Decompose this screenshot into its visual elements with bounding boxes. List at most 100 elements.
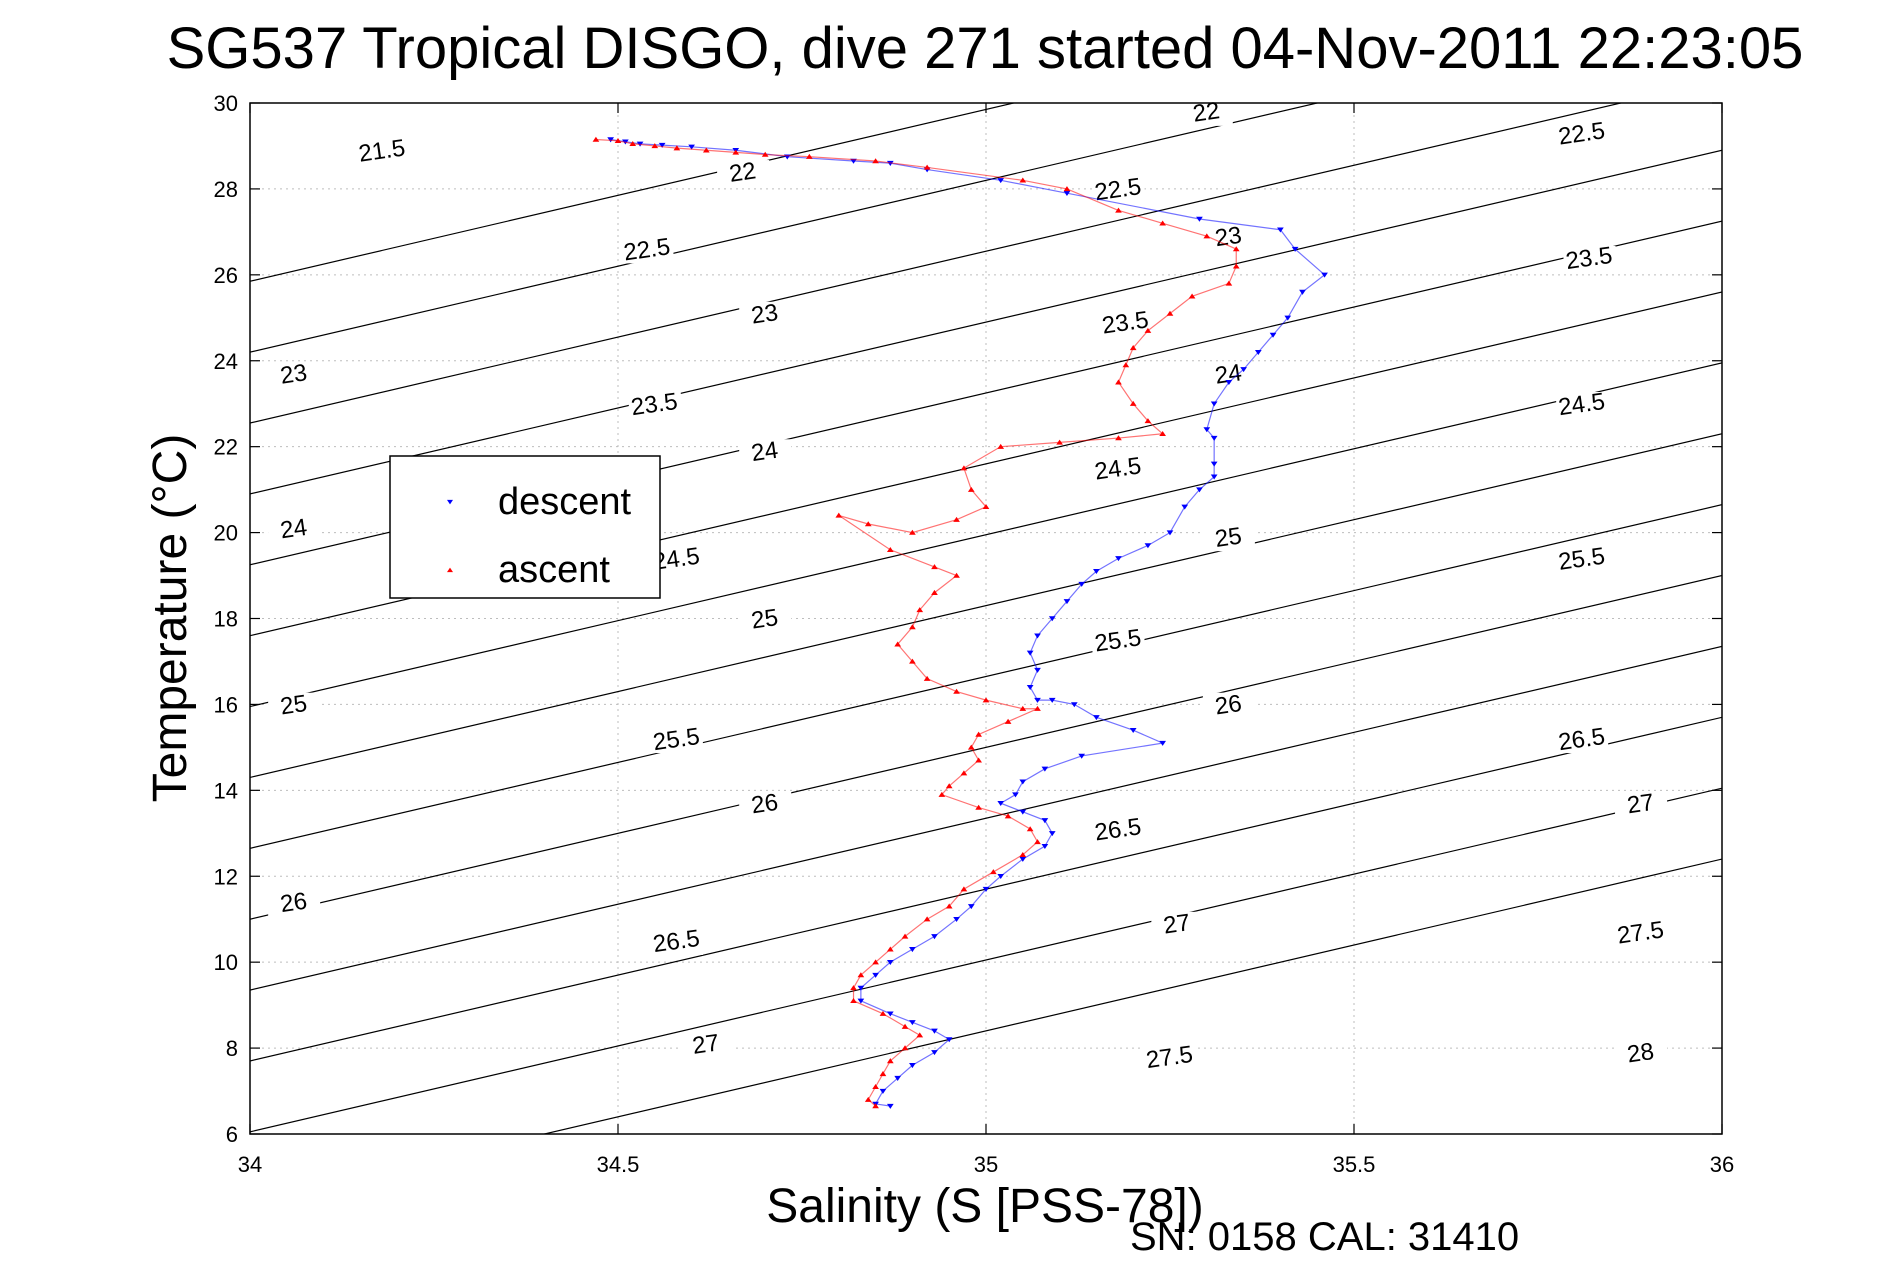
ascent-point: [806, 153, 813, 159]
contour-label-bg: [739, 606, 792, 633]
sigma-contour-23: [250, 149, 1722, 495]
ascent-point: [1203, 233, 1211, 239]
contour-label-bg: [268, 890, 321, 917]
descent-point: [1093, 569, 1100, 575]
descent-point: [1048, 831, 1056, 837]
contour-label-bg: [1202, 525, 1255, 552]
descent-point: [1291, 246, 1299, 252]
descent-point: [982, 886, 990, 892]
descent-point: [1019, 856, 1027, 862]
ascent-point: [901, 1045, 909, 1051]
descent-point: [1240, 367, 1247, 373]
descent-point: [931, 934, 938, 940]
ascent-point: [953, 516, 960, 522]
contour-label: 22.5: [622, 233, 672, 266]
descent-point: [1012, 792, 1019, 798]
descent-point: [1210, 435, 1218, 441]
contour-label: 22.5: [1093, 173, 1143, 206]
ascent-point: [864, 1096, 872, 1102]
ascent-point: [592, 136, 600, 142]
ascent-point: [651, 143, 659, 149]
descent-point: [931, 1050, 938, 1056]
ascent-point: [1144, 327, 1152, 333]
chart-title: SG537 Tropical DISGO, dive 271 started 0…: [167, 16, 1804, 81]
ascent-point: [879, 1071, 887, 1077]
descent-point: [997, 801, 1005, 807]
series-trail-descent: [610, 138, 1326, 1107]
contour-label-bg: [356, 138, 409, 165]
ascent-point: [982, 504, 990, 510]
descent-point: [1063, 599, 1071, 605]
contour-label-bg: [739, 791, 792, 818]
contour-label: 24.5: [1093, 452, 1143, 485]
sigma-contour-26.5: [250, 645, 1722, 991]
ascent-point: [945, 903, 953, 909]
descent-point: [997, 874, 1005, 880]
descent-point: [688, 144, 695, 150]
descent-point: [1115, 556, 1122, 562]
contour-label: 23: [1213, 222, 1243, 252]
contour-label: 27.5: [1616, 916, 1666, 949]
x-tick-label: 34: [238, 1152, 262, 1177]
contour-label: 28: [1625, 1038, 1655, 1068]
y-tick-label: 10: [214, 950, 238, 975]
sigma-contour-24: [250, 291, 1722, 637]
contour-label: 26.5: [1093, 813, 1143, 846]
contour-label-bg: [1151, 911, 1204, 938]
contour-label: 22: [728, 157, 758, 187]
ascent-point: [923, 675, 931, 681]
ascent-point: [886, 1058, 894, 1064]
legend: descent ascent: [389, 455, 661, 599]
x-tick-label: 35.5: [1333, 1152, 1376, 1177]
descent-point: [1034, 697, 1041, 703]
instrument-footer: SN: 0158 CAL: 31410: [1130, 1215, 1519, 1259]
contour-label: 23.5: [629, 388, 679, 421]
ascent-point: [1188, 293, 1196, 299]
descent-point: [1144, 543, 1152, 549]
descent-point: [1034, 667, 1041, 673]
contour-label: 27: [1625, 789, 1655, 819]
contour-label-bg: [628, 392, 681, 419]
contour-label-bg: [268, 361, 321, 388]
descent-point: [1159, 740, 1166, 746]
contour-label-bg: [1180, 99, 1233, 126]
descent-point: [1078, 581, 1086, 587]
ascent-point: [916, 1032, 924, 1038]
contour-label-bg: [1615, 1040, 1668, 1067]
sigma-contour-28: [541, 858, 1722, 1134]
descent-point: [909, 1063, 916, 1069]
ascent-point: [1159, 430, 1166, 436]
descent-point: [1129, 727, 1137, 733]
ascent-point: [960, 465, 968, 471]
ascent-point: [1063, 186, 1071, 192]
ascent-point: [886, 546, 894, 552]
contour-label: 25: [279, 690, 309, 720]
legend-descent-marker: [447, 499, 453, 505]
descent-point: [1048, 697, 1056, 703]
descent-point: [967, 904, 975, 910]
descent-point: [1078, 753, 1086, 759]
ascent-point: [1115, 435, 1122, 441]
descent-point: [1063, 190, 1071, 197]
ascent-point: [879, 1010, 887, 1016]
contour-label: 25: [750, 604, 780, 634]
contour-label-bg: [1556, 392, 1609, 419]
descent-point: [894, 1075, 902, 1081]
contour-label-bg: [621, 237, 674, 264]
descent-point: [886, 1011, 894, 1017]
contour-label-bg: [650, 727, 703, 754]
descent-point: [886, 959, 894, 965]
contour-label-bg: [1092, 177, 1145, 204]
contour-label: 23: [750, 299, 780, 329]
descent-point: [1203, 427, 1211, 433]
y-tick-label: 14: [214, 778, 238, 803]
descent-point: [1093, 715, 1100, 721]
y-tick-label: 6: [226, 1122, 238, 1147]
descent-point: [1196, 216, 1203, 222]
contour-label-bg: [717, 160, 770, 187]
contour-label: 22: [1191, 97, 1221, 127]
contour-label-bg: [1092, 456, 1145, 483]
contour-label: 27.5: [1145, 1041, 1195, 1074]
ascent-point: [909, 529, 916, 535]
contour-label-bg: [1099, 310, 1152, 337]
